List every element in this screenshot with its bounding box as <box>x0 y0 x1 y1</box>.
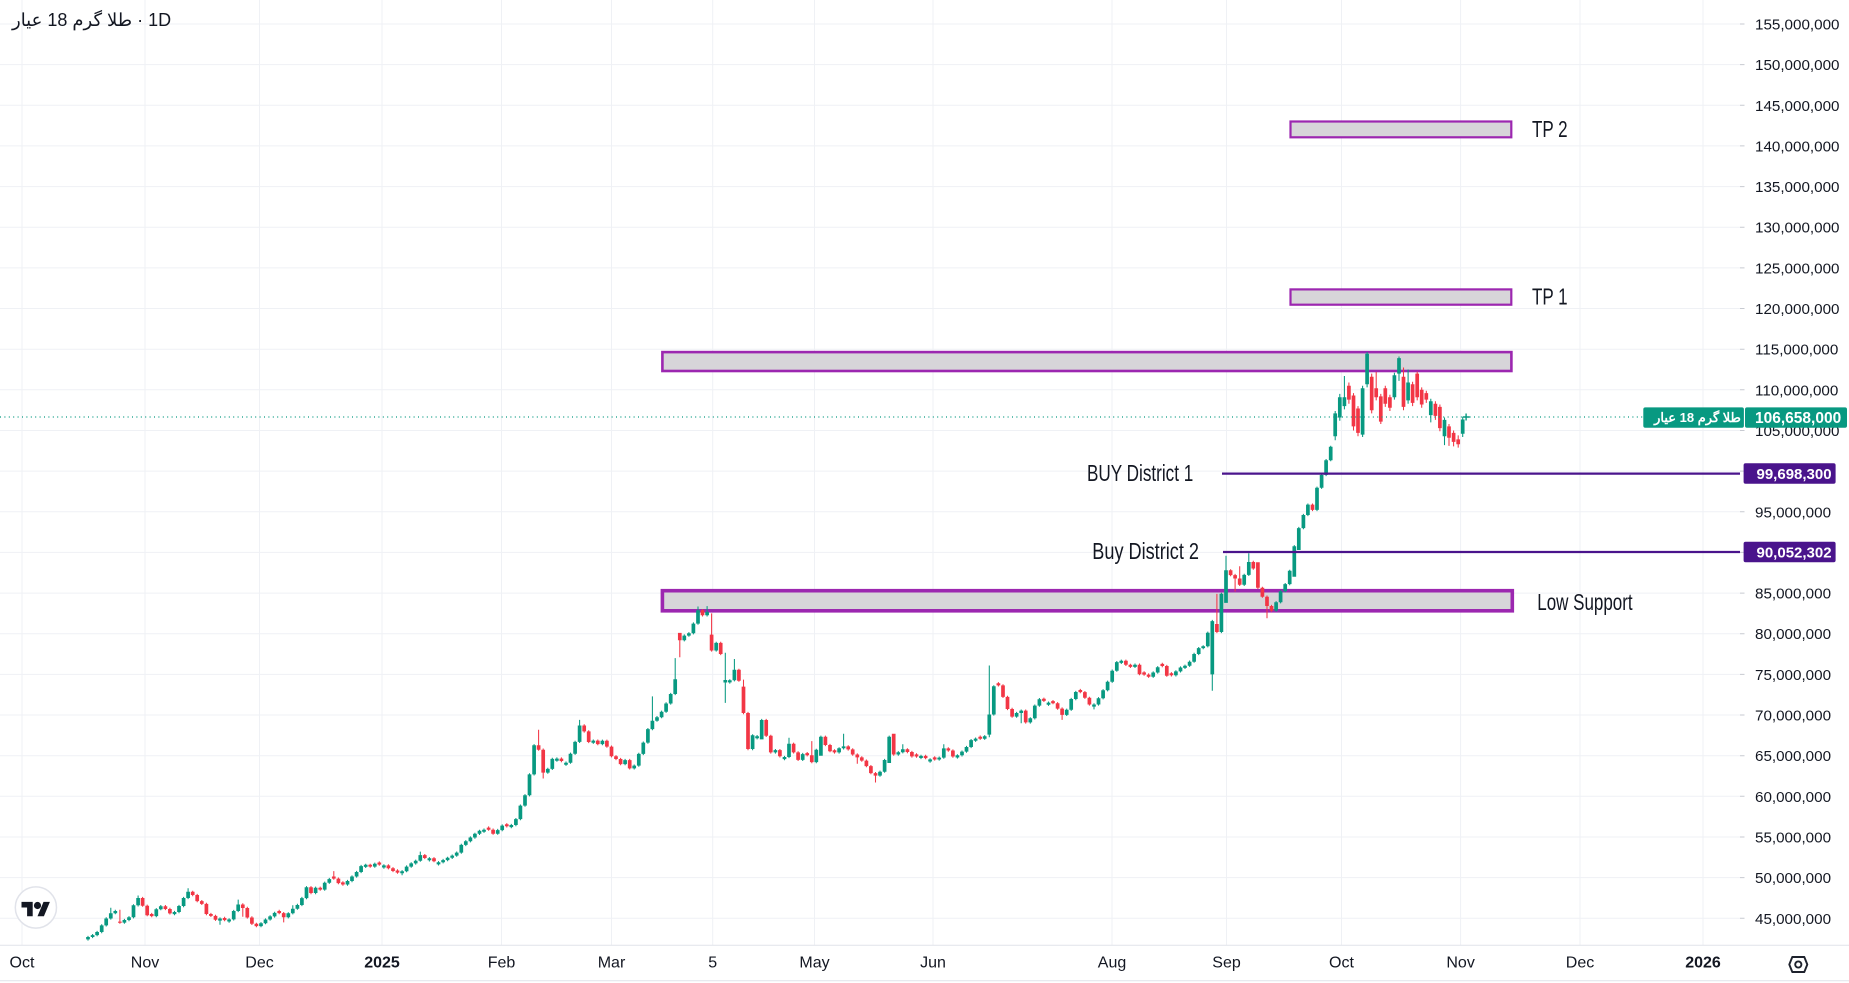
svg-text:Nov: Nov <box>131 955 159 972</box>
svg-text:Mar: Mar <box>598 955 626 972</box>
svg-text:TP 1: TP 1 <box>1532 285 1568 310</box>
svg-text:110,000,000: 110,000,000 <box>1755 382 1838 399</box>
svg-text:TP 2: TP 2 <box>1532 117 1568 142</box>
svg-text:95,000,000: 95,000,000 <box>1755 504 1831 521</box>
svg-text:135,000,000: 135,000,000 <box>1755 179 1839 196</box>
svg-text:Feb: Feb <box>488 955 516 972</box>
svg-text:Aug: Aug <box>1098 955 1126 972</box>
svg-text:99,698,300: 99,698,300 <box>1757 466 1832 483</box>
svg-text:May: May <box>799 955 829 972</box>
svg-text:5: 5 <box>708 955 717 972</box>
svg-text:75,000,000: 75,000,000 <box>1755 667 1831 684</box>
svg-text:BUY District 1: BUY District 1 <box>1087 462 1193 487</box>
svg-text:2026: 2026 <box>1685 955 1721 972</box>
svg-text:45,000,000: 45,000,000 <box>1755 911 1831 928</box>
svg-text:106,658,000: 106,658,000 <box>1755 410 1841 427</box>
svg-text:65,000,000: 65,000,000 <box>1755 748 1831 765</box>
svg-text:115,000,000: 115,000,000 <box>1755 342 1838 359</box>
svg-text:140,000,000: 140,000,000 <box>1755 138 1839 155</box>
svg-text:50,000,000: 50,000,000 <box>1755 870 1831 887</box>
svg-text:Dec: Dec <box>1566 955 1594 972</box>
svg-text:Nov: Nov <box>1446 955 1474 972</box>
svg-text:Dec: Dec <box>245 955 273 972</box>
svg-text:60,000,000: 60,000,000 <box>1755 789 1831 806</box>
svg-text:80,000,000: 80,000,000 <box>1755 626 1831 643</box>
svg-text:120,000,000: 120,000,000 <box>1755 301 1839 318</box>
svg-text:85,000,000: 85,000,000 <box>1755 586 1831 603</box>
svg-text:70,000,000: 70,000,000 <box>1755 708 1831 725</box>
svg-text:Sep: Sep <box>1212 955 1241 972</box>
svg-text:130,000,000: 130,000,000 <box>1755 220 1839 237</box>
svg-text:Low Support: Low Support <box>1537 590 1633 615</box>
svg-text:125,000,000: 125,000,000 <box>1755 260 1839 277</box>
svg-text:145,000,000: 145,000,000 <box>1755 98 1839 115</box>
svg-text:155,000,000: 155,000,000 <box>1755 17 1839 34</box>
svg-text:2025: 2025 <box>364 955 400 972</box>
svg-text:55,000,000: 55,000,000 <box>1755 830 1831 847</box>
svg-text:Jun: Jun <box>920 955 946 972</box>
svg-text:Buy District 2: Buy District 2 <box>1092 539 1199 565</box>
svg-text:Oct: Oct <box>10 955 35 972</box>
svg-text:Oct: Oct <box>1329 955 1354 972</box>
svg-text:150,000,000: 150,000,000 <box>1755 57 1839 74</box>
svg-text:90,052,302: 90,052,302 <box>1757 545 1832 562</box>
